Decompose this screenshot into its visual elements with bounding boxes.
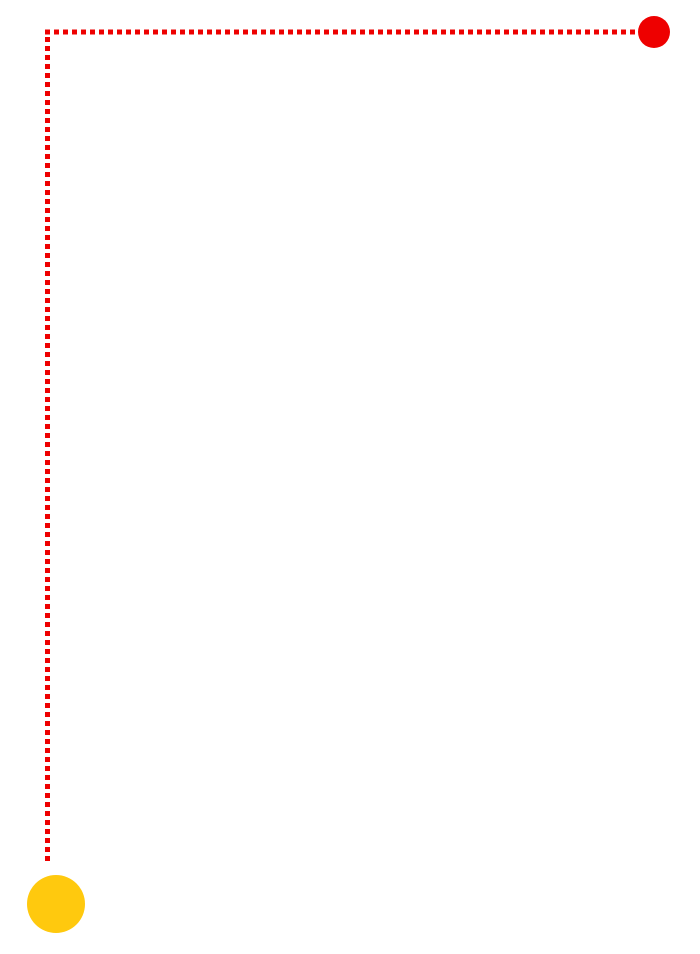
start-node-circle [27,875,85,933]
end-node-circle [638,16,670,48]
